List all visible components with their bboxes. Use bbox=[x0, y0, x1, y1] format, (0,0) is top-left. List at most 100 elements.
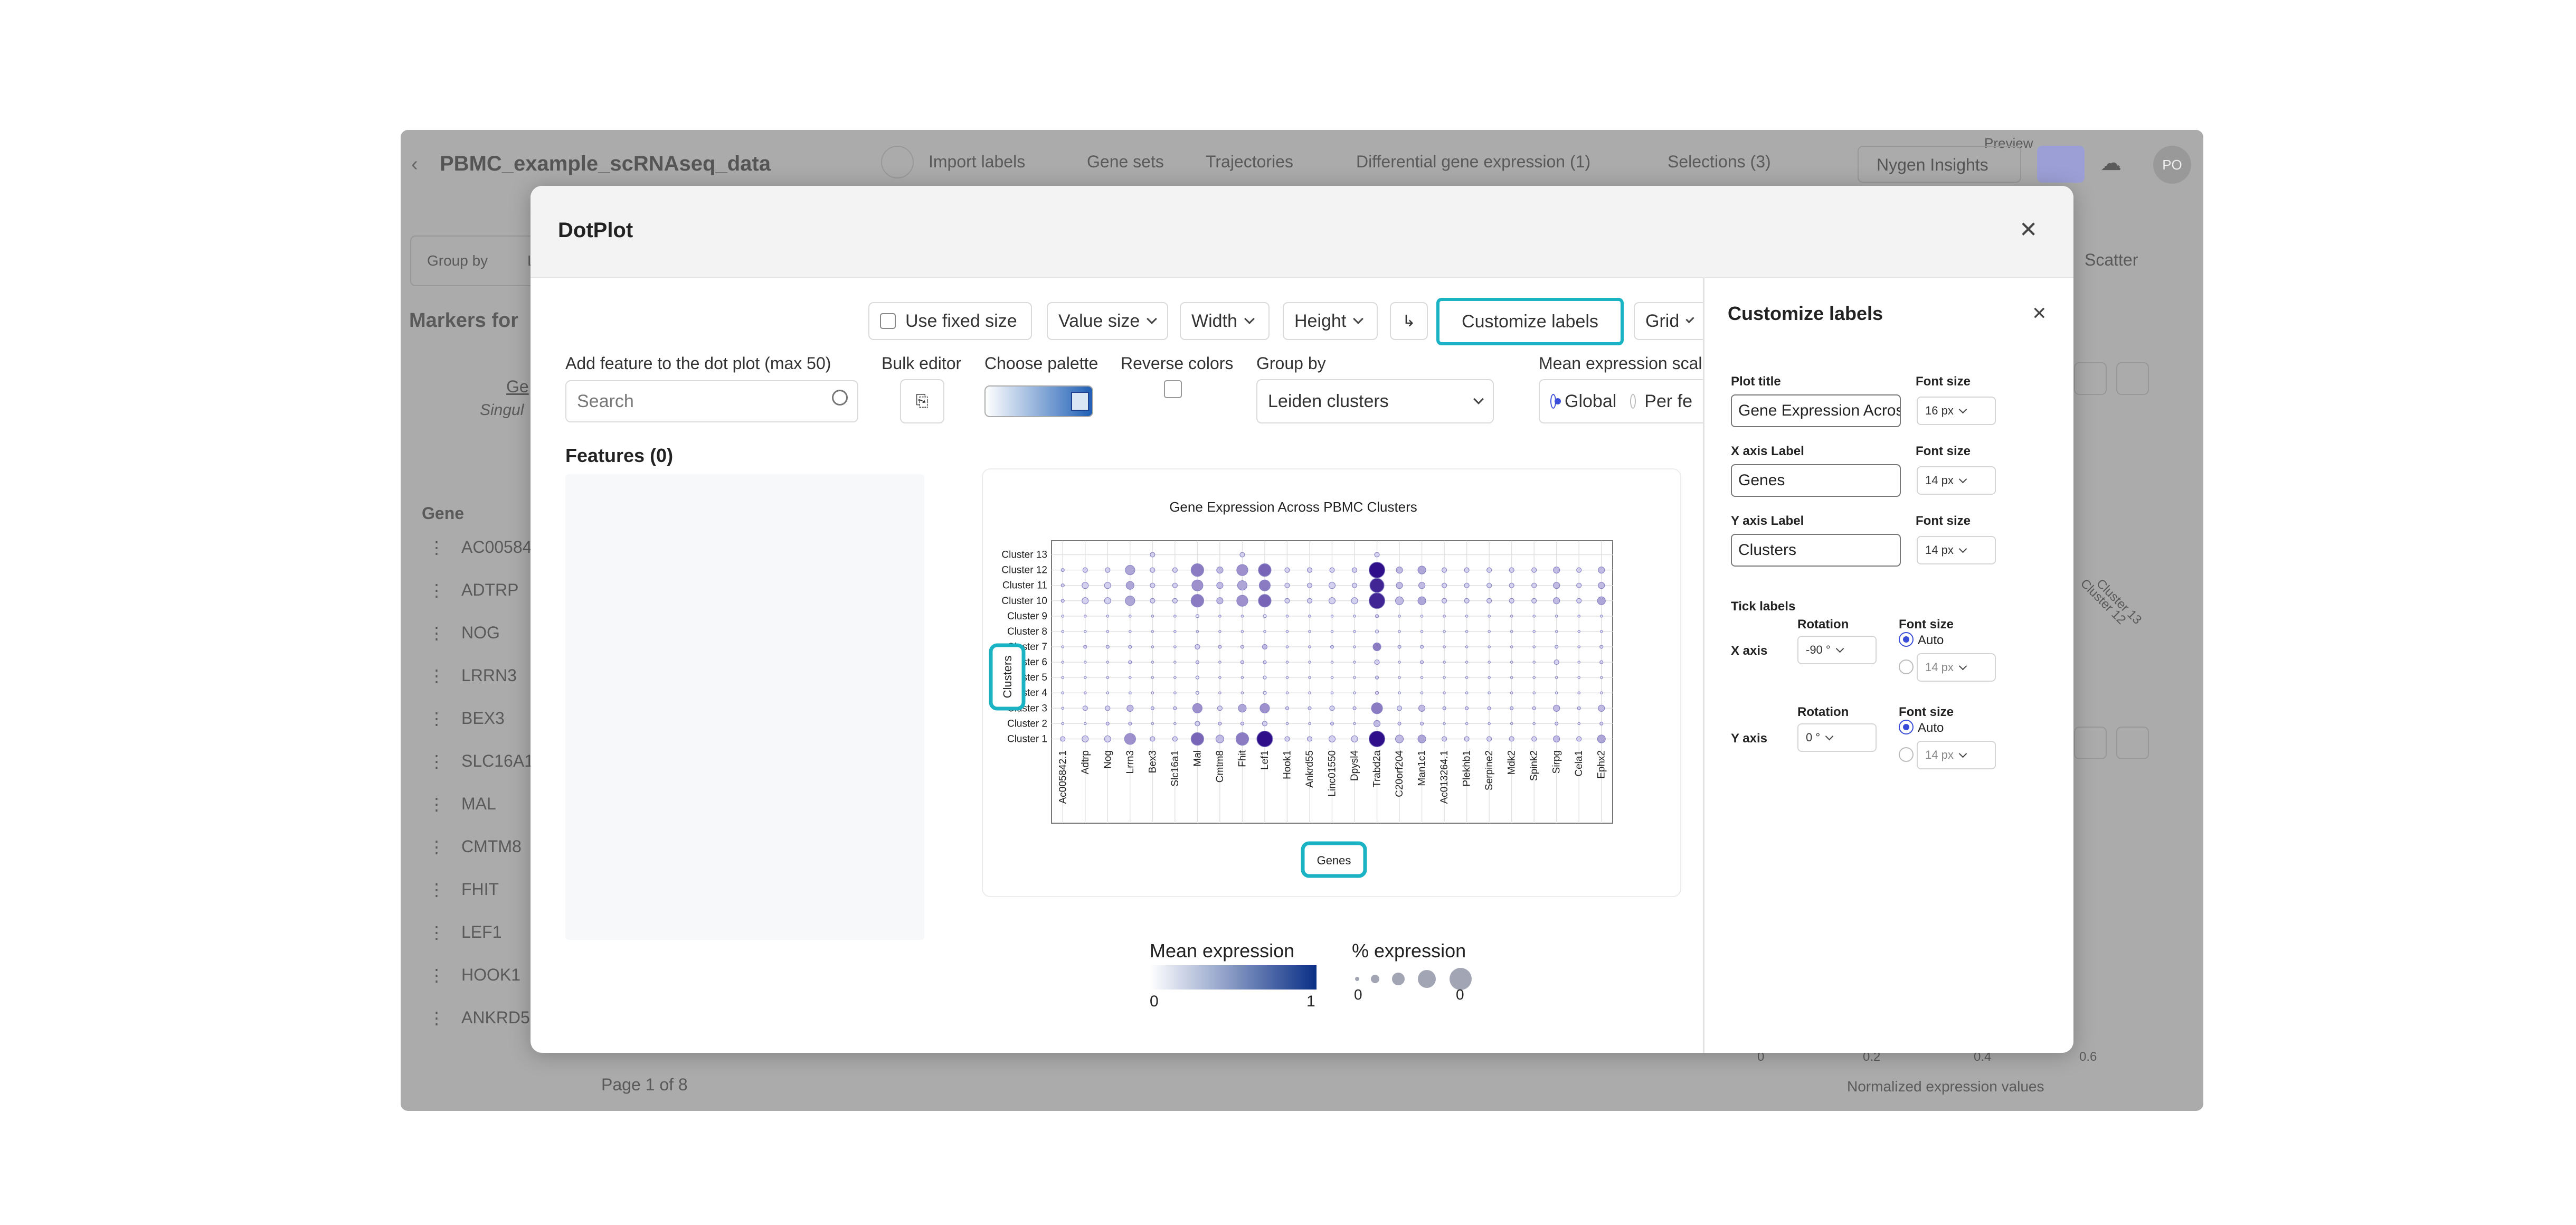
dot[interactable] bbox=[1129, 676, 1132, 679]
dot[interactable] bbox=[1555, 645, 1559, 649]
dot[interactable] bbox=[1398, 676, 1401, 679]
dot[interactable] bbox=[1486, 736, 1492, 742]
dot[interactable] bbox=[1083, 645, 1087, 649]
grid-dropdown[interactable]: Grid bbox=[1634, 302, 1703, 340]
dot[interactable] bbox=[1464, 598, 1470, 604]
expand-icon[interactable] bbox=[2116, 727, 2149, 759]
dot[interactable] bbox=[1418, 704, 1426, 712]
dot[interactable] bbox=[1395, 596, 1404, 605]
dot[interactable] bbox=[1195, 614, 1199, 618]
dot[interactable] bbox=[1396, 582, 1403, 589]
dot[interactable] bbox=[1555, 615, 1558, 618]
dot[interactable] bbox=[1598, 582, 1605, 589]
dot[interactable] bbox=[1284, 736, 1290, 742]
dot[interactable] bbox=[1172, 582, 1178, 588]
dot[interactable] bbox=[1105, 567, 1111, 573]
dot[interactable] bbox=[1082, 582, 1089, 589]
dot[interactable] bbox=[1599, 676, 1603, 679]
dot[interactable] bbox=[1555, 630, 1558, 633]
dot[interactable] bbox=[1330, 691, 1334, 695]
dot[interactable] bbox=[1173, 645, 1177, 648]
dot[interactable] bbox=[1375, 629, 1379, 634]
dot[interactable] bbox=[1061, 722, 1065, 725]
drag-handle-icon[interactable]: ⋮ bbox=[428, 795, 445, 814]
dot[interactable] bbox=[1285, 706, 1290, 710]
dot[interactable] bbox=[1599, 660, 1604, 664]
dot[interactable] bbox=[1328, 735, 1336, 743]
dot[interactable] bbox=[1396, 705, 1403, 711]
dot[interactable] bbox=[1553, 704, 1560, 712]
download-icon[interactable] bbox=[2074, 362, 2107, 395]
dot[interactable] bbox=[1196, 630, 1199, 633]
dot[interactable] bbox=[1263, 691, 1267, 695]
dot[interactable] bbox=[1151, 691, 1154, 695]
dot[interactable] bbox=[1553, 582, 1560, 589]
dot[interactable] bbox=[1308, 615, 1311, 618]
dot[interactable] bbox=[1172, 736, 1178, 742]
use-fixed-size-toggle[interactable]: Use fixed size bbox=[868, 302, 1032, 340]
dot[interactable] bbox=[1308, 645, 1311, 648]
dot[interactable] bbox=[1190, 732, 1204, 746]
insights-button[interactable]: Nygen Insights bbox=[1858, 146, 2021, 183]
dot[interactable] bbox=[1218, 661, 1221, 664]
dot[interactable] bbox=[1577, 676, 1581, 679]
dot[interactable] bbox=[1173, 722, 1177, 725]
x-axis-label-input[interactable]: Genes bbox=[1731, 464, 1901, 497]
expand-icon[interactable] bbox=[2116, 362, 2149, 395]
group-by-select[interactable]: Leiden clusters bbox=[1256, 379, 1494, 423]
dot[interactable] bbox=[1371, 702, 1383, 714]
dot[interactable] bbox=[1599, 721, 1604, 725]
customize-labels-button[interactable]: Customize labels bbox=[1436, 298, 1624, 345]
drag-handle-icon[interactable]: ⋮ bbox=[428, 709, 445, 728]
dot[interactable] bbox=[1125, 565, 1135, 576]
dot[interactable] bbox=[1531, 567, 1537, 573]
dot[interactable] bbox=[1599, 630, 1603, 633]
y-auto-radio[interactable] bbox=[1899, 720, 1914, 734]
dot[interactable] bbox=[1285, 676, 1289, 679]
drag-handle-icon[interactable]: ⋮ bbox=[428, 581, 445, 600]
dot[interactable] bbox=[1128, 721, 1132, 725]
dot[interactable] bbox=[1532, 706, 1536, 710]
dot[interactable] bbox=[1150, 598, 1156, 604]
dot[interactable] bbox=[1397, 721, 1401, 725]
dot[interactable] bbox=[1262, 721, 1268, 727]
dot[interactable] bbox=[1105, 705, 1111, 711]
dot[interactable] bbox=[1106, 691, 1110, 695]
y-custom-radio[interactable] bbox=[1899, 747, 1914, 762]
dot[interactable] bbox=[1173, 706, 1177, 710]
drag-handle-icon[interactable]: ⋮ bbox=[428, 966, 445, 985]
dot[interactable] bbox=[1353, 722, 1356, 725]
dot[interactable] bbox=[1577, 630, 1581, 633]
dot[interactable] bbox=[1218, 676, 1221, 679]
dot[interactable] bbox=[1532, 722, 1536, 725]
dot[interactable] bbox=[1235, 732, 1249, 746]
toolbar-selections[interactable]: Selections (3) bbox=[1668, 152, 1771, 171]
dot[interactable] bbox=[1368, 562, 1386, 579]
dot[interactable] bbox=[1192, 703, 1202, 713]
dot[interactable] bbox=[1576, 736, 1582, 742]
dot[interactable] bbox=[1398, 661, 1401, 664]
x-rotation-select[interactable]: -90 ° bbox=[1797, 636, 1877, 664]
dot[interactable] bbox=[1308, 661, 1311, 664]
dot[interactable] bbox=[1191, 579, 1204, 591]
dot[interactable] bbox=[1577, 706, 1581, 710]
dot[interactable] bbox=[1488, 691, 1491, 695]
dot[interactable] bbox=[1330, 721, 1334, 725]
dot[interactable] bbox=[1441, 582, 1447, 588]
dot[interactable] bbox=[1510, 706, 1514, 710]
x-axis-label[interactable]: Genes bbox=[1317, 854, 1351, 867]
y-axis-label-input[interactable]: Clusters bbox=[1731, 534, 1901, 567]
dot[interactable] bbox=[1369, 578, 1385, 593]
dot[interactable] bbox=[1510, 722, 1513, 725]
dot[interactable] bbox=[1218, 630, 1221, 633]
palette-select[interactable] bbox=[984, 385, 1093, 417]
x-auto-radio[interactable] bbox=[1899, 632, 1914, 647]
dot[interactable] bbox=[1284, 567, 1290, 573]
dot[interactable] bbox=[1330, 615, 1334, 618]
dot[interactable] bbox=[1083, 722, 1087, 725]
dot[interactable] bbox=[1488, 676, 1491, 679]
dot[interactable] bbox=[1351, 567, 1358, 573]
search-input[interactable]: Search bbox=[565, 380, 858, 422]
pin-button[interactable] bbox=[2037, 146, 2085, 183]
toolbar-import-labels[interactable]: Import labels bbox=[929, 152, 1026, 171]
